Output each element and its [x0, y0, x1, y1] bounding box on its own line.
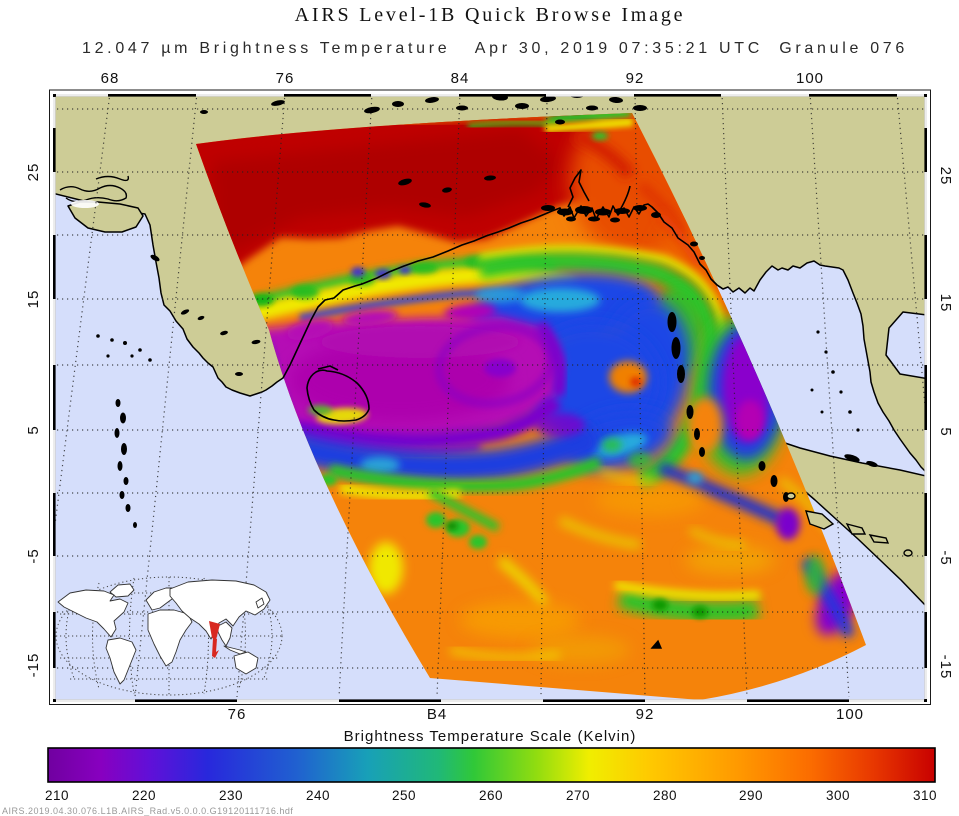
svg-text:290: 290 — [739, 788, 763, 803]
svg-text:-5: -5 — [25, 548, 42, 563]
svg-text:-5: -5 — [937, 550, 954, 565]
svg-text:AIRS Level-1B Quick Browse Ima: AIRS Level-1B Quick Browse Image — [295, 4, 686, 26]
svg-text:76: 76 — [228, 706, 247, 723]
svg-text:68: 68 — [101, 70, 120, 87]
svg-text:250: 250 — [392, 788, 416, 803]
svg-text:84: 84 — [451, 70, 470, 87]
svg-text:25: 25 — [937, 167, 954, 186]
svg-text:92: 92 — [636, 706, 655, 723]
svg-text:Brightness Temperature Scale (: Brightness Temperature Scale (Kelvin) — [344, 728, 637, 745]
svg-text:25: 25 — [25, 163, 42, 182]
svg-text:210: 210 — [45, 788, 69, 803]
svg-text:260: 260 — [479, 788, 503, 803]
svg-text:AIRS.2019.04.30.076.L1B.AIRS_R: AIRS.2019.04.30.076.L1B.AIRS_Rad.v5.0.0.… — [2, 806, 293, 816]
svg-text:15: 15 — [937, 294, 954, 313]
svg-text:310: 310 — [913, 788, 937, 803]
svg-text:B4: B4 — [427, 706, 447, 723]
svg-text:230: 230 — [219, 788, 243, 803]
svg-text:240: 240 — [306, 788, 330, 803]
svg-text:5: 5 — [937, 427, 954, 436]
svg-text:5: 5 — [25, 425, 42, 434]
svg-text:-15: -15 — [25, 653, 42, 678]
svg-text:300: 300 — [826, 788, 850, 803]
svg-text:100: 100 — [796, 70, 824, 87]
svg-text:100: 100 — [836, 706, 864, 723]
svg-text:-15: -15 — [937, 655, 954, 680]
svg-text:76: 76 — [276, 70, 295, 87]
svg-text:270: 270 — [566, 788, 590, 803]
svg-text:220: 220 — [132, 788, 156, 803]
svg-text:15: 15 — [25, 290, 42, 309]
svg-text:12.047 µm Brightness Temperatu: 12.047 µm Brightness Temperature Apr 30,… — [82, 40, 908, 57]
svg-text:92: 92 — [626, 70, 645, 87]
svg-text:280: 280 — [653, 788, 677, 803]
